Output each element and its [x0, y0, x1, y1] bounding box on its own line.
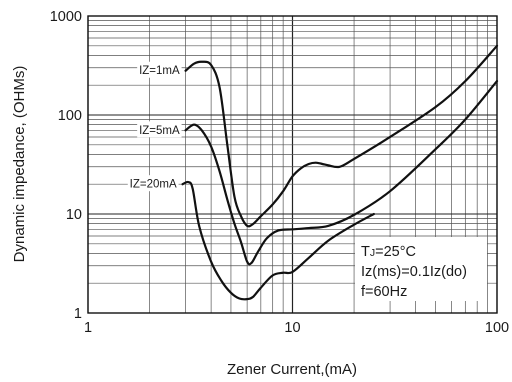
f-annotation: f=60Hz: [361, 284, 407, 300]
series-label-2: IZ=5mA: [139, 125, 180, 137]
y-tick-label: 1: [74, 306, 82, 322]
conditions-annotation: TJ=25°C Iz(ms)=0.1Iz(do) f=60Hz: [355, 237, 487, 301]
x-tick-label: 100: [485, 320, 509, 336]
y-tick-label: 100: [58, 108, 82, 124]
series-lines: [181, 44, 499, 301]
tj-annotation: TJ=25°C: [361, 244, 416, 260]
series-line-1: [184, 44, 499, 228]
iz-annotation: Iz(ms)=0.1Iz(do): [361, 264, 467, 280]
x-axis-label: Zener Current,(mA): [227, 361, 357, 378]
y-tick-label: 10: [66, 207, 82, 223]
series-label-bg: [137, 121, 182, 138]
tick-labels: 1 10 100 1 10 100 1000: [50, 9, 509, 336]
series-label-bg: [127, 175, 179, 192]
y-tick-label: 1000: [50, 9, 82, 25]
series-line-2: [184, 80, 499, 266]
series-label-3: IZ=20mA: [130, 179, 177, 191]
series-label-bg: [137, 61, 182, 78]
x-tick-label: 1: [84, 320, 92, 336]
plot-frame: [87, 15, 498, 314]
y-axis-label: Dynamic impedance, (OHMs): [11, 66, 28, 263]
series-line-3: [181, 180, 375, 301]
series-label-1: IZ=1mA: [139, 65, 180, 77]
series-labels: IZ=1mA IZ=5mA IZ=20mA: [127, 61, 182, 192]
x-tick-label: 10: [284, 320, 300, 336]
